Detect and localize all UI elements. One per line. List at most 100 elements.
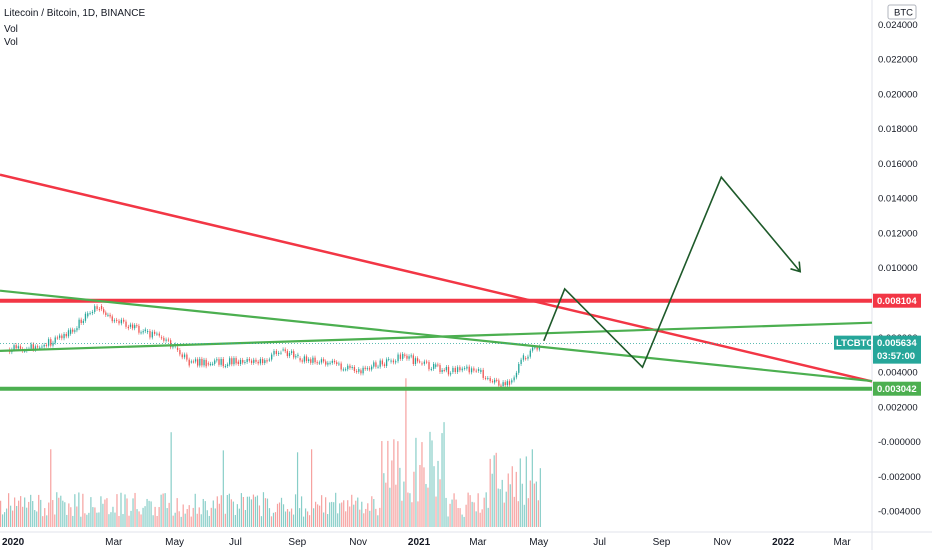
candle-body [329,362,331,364]
candle-body [50,339,52,346]
projection-path[interactable] [543,175,801,369]
candle-body [527,356,529,359]
volume-bar [46,515,48,527]
red-trendline[interactable] [0,173,873,383]
candle-body [508,381,511,385]
candle-body [199,358,201,366]
candle-body [151,331,153,338]
volume-bar [385,482,387,527]
green-trendline[interactable] [0,321,873,352]
candle-body [327,362,329,365]
candle-body [397,354,399,362]
volume-bar [437,460,439,527]
candle-body [194,359,197,362]
volume-bar [473,502,475,527]
candle-body [129,324,132,327]
candle-body [368,368,371,370]
volume-bar [311,449,313,527]
candle-body [482,369,484,378]
candle-body [72,329,74,332]
candle-body [423,361,425,364]
volume-bar [411,502,413,527]
symbol-badge-text: LTCBTC [836,338,873,349]
volume-bar [4,512,6,527]
bar-countdown-text: 03:57:00 [877,351,915,362]
volume-bar [134,492,136,527]
volume-bar [100,496,102,527]
volume-bar [427,487,429,527]
volume-bar [531,449,533,527]
candle-body [293,351,295,358]
volume-bar [309,515,311,527]
volume-bar [154,506,156,527]
volume-legend-2[interactable]: Vol [4,37,18,48]
volume-bar [220,495,222,527]
candle-body [239,359,242,365]
volume-bar [505,491,507,527]
volume-bar [116,494,118,527]
volume-bar [202,498,204,527]
volume-bar [52,500,54,527]
candle-body [441,369,443,372]
candle-body [259,359,262,364]
volume-bar [359,509,361,527]
volume-bar [304,508,307,527]
candle-body [34,346,37,350]
candle-body [201,358,203,366]
candle-body [146,331,149,333]
volume-bar [323,512,325,527]
candle-body [310,359,312,363]
candle-body [98,309,101,311]
candle-body [43,344,45,347]
volume-bar [260,516,263,527]
candle-body [377,366,379,368]
volume-bar [98,512,100,527]
candle-body [443,369,445,371]
volume-bar [2,514,4,527]
candle-body [515,372,518,378]
volume-bar [28,501,30,527]
candle-body [390,360,392,362]
volume-bar [8,493,10,527]
volume-legend-1[interactable]: Vol [4,24,18,35]
x-tick-label: May [529,537,548,548]
candle-body [181,354,183,358]
volume-bar [106,498,108,527]
candle-body [456,367,459,372]
volume-bar [375,508,377,527]
candle-body [278,352,280,354]
candle-body [103,309,105,313]
volume-bar [276,503,279,527]
candle-body [468,366,470,373]
x-tick-label: Jul [593,537,606,548]
volume-bar [214,508,216,527]
volume-bar [511,466,513,527]
candle-body [237,361,239,365]
candle-body [470,368,473,373]
candle-body [536,347,538,350]
y-tick-label: -0.000000 [878,437,921,448]
x-tick-label: 2022 [772,537,795,548]
candle-body [338,363,340,365]
candle-body [36,346,39,348]
x-tick-label: 2021 [408,537,431,548]
candle-body [421,363,423,365]
candle-body [163,337,165,341]
currency-badge[interactable] [887,4,917,20]
volume-bar [501,479,503,527]
candle-body [96,306,98,310]
candle-body [435,364,437,367]
candle-body [477,369,480,371]
volume-bar [170,432,172,527]
volume-bar [296,452,299,527]
volume-bar [164,493,166,527]
candle-body [284,349,286,352]
candle-body [229,358,231,365]
volume-bar [204,501,206,527]
x-tick-label: Sep [653,537,671,548]
volume-bar [339,503,341,527]
volume-bar [513,496,515,527]
volume-bar [453,493,455,527]
x-tick-label: 2020 [2,537,25,548]
